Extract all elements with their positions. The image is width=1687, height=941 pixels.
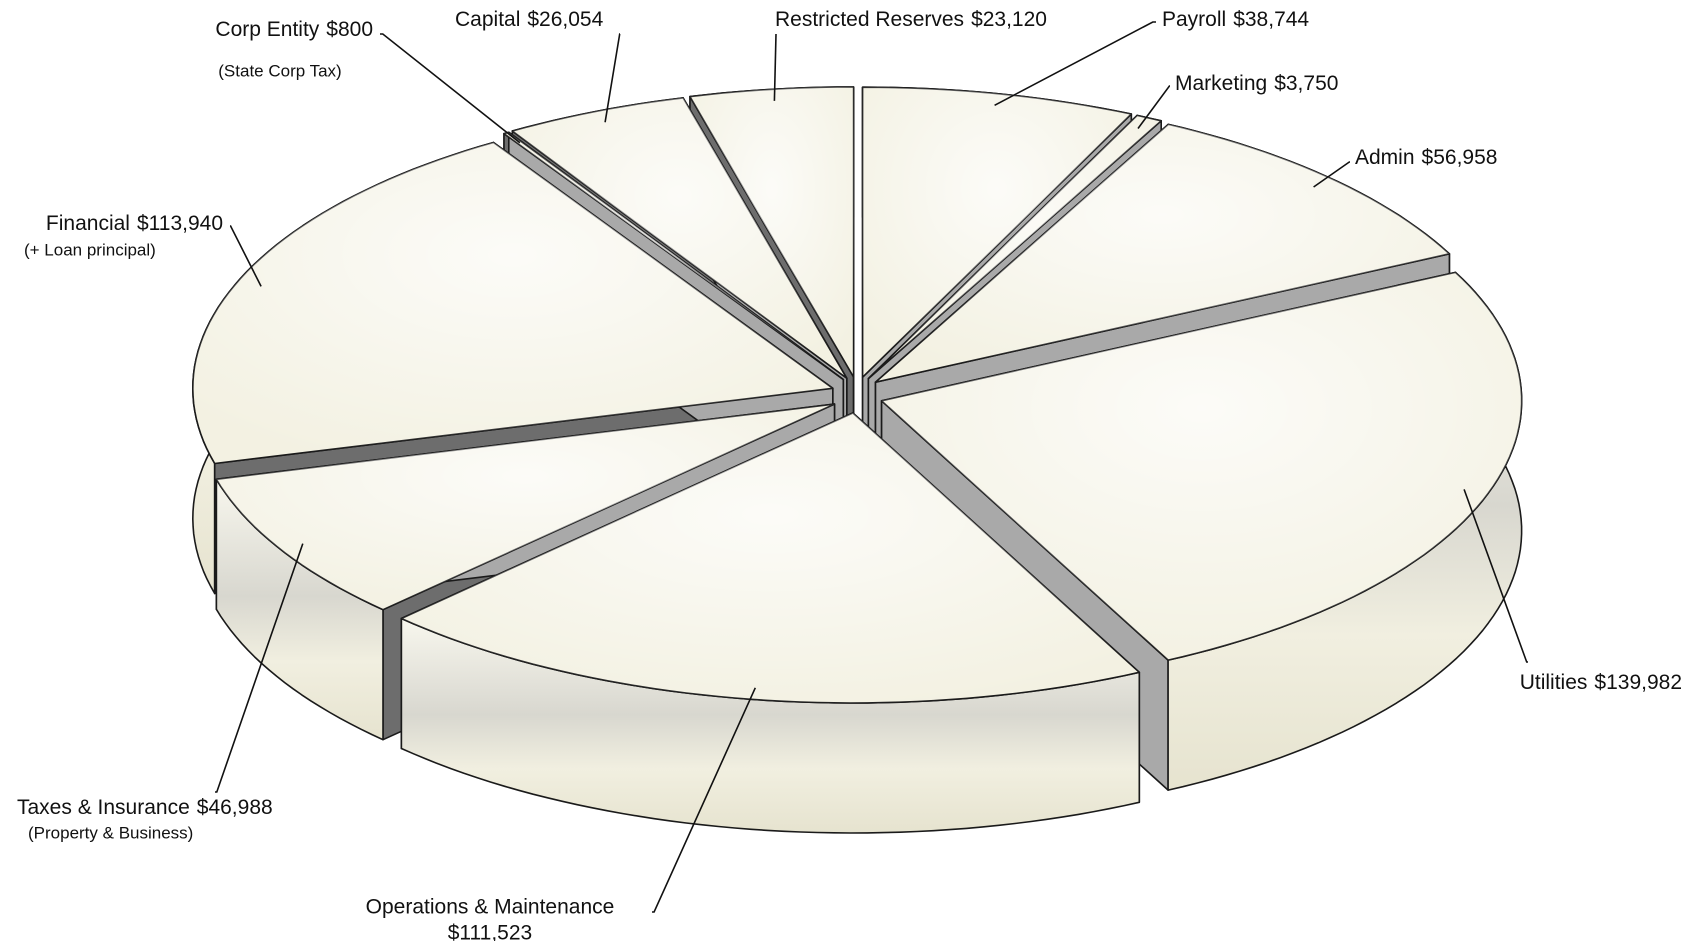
value-label: $23,120 bbox=[971, 8, 1047, 31]
category-label: Operations & Maintenance bbox=[366, 896, 615, 919]
pie bbox=[193, 87, 1522, 833]
chart: Payroll $38,744 Marketing $3,750 Admin $56,95… bbox=[0, 0, 1687, 941]
leader-line bbox=[995, 22, 1156, 105]
note-label: (Property & Business) bbox=[28, 823, 193, 842]
note-label: (+ Loan principal) bbox=[24, 240, 156, 259]
value-label: $800 bbox=[326, 18, 373, 41]
slice-label: Marketing $3,750 bbox=[1175, 72, 1338, 95]
category-label: Restricted Reserves bbox=[775, 8, 964, 31]
value-label: $38,744 bbox=[1233, 8, 1309, 31]
slice-label: Corp Entity $800 bbox=[215, 18, 373, 41]
value-label: $26,054 bbox=[527, 8, 603, 31]
category-label: Taxes & Insurance bbox=[17, 796, 190, 819]
slice-label: Capital $26,054 bbox=[455, 8, 604, 31]
category-label: Corp Entity bbox=[215, 18, 319, 41]
category-label: Payroll bbox=[1162, 8, 1226, 31]
category-label: Capital bbox=[455, 8, 520, 31]
category-label: Financial bbox=[46, 212, 130, 235]
slice-label: Taxes & Insurance $46,988 bbox=[17, 796, 273, 819]
slice-label: Payroll $38,744 bbox=[1162, 8, 1309, 31]
category-label: Marketing bbox=[1175, 72, 1267, 95]
category-label: Utilities bbox=[1520, 671, 1588, 694]
value-label: $3,750 bbox=[1274, 72, 1338, 95]
slice-label: Restricted Reserves $23,120 bbox=[775, 8, 1047, 31]
value-label: $46,988 bbox=[197, 796, 273, 819]
note-label: (State Corp Tax) bbox=[218, 61, 341, 80]
value-label: $56,958 bbox=[1422, 146, 1498, 169]
value-label: $111,523 bbox=[448, 922, 532, 941]
slice-label: Utilities $139,982 bbox=[1520, 671, 1682, 694]
leader-line bbox=[380, 34, 520, 143]
value-label: $139,982 bbox=[1594, 671, 1682, 694]
slice-label: Admin $56,958 bbox=[1355, 146, 1497, 169]
value-label: $113,940 bbox=[137, 212, 223, 235]
category-label: Admin bbox=[1355, 146, 1415, 169]
slice-label: Financial $113,940 bbox=[46, 212, 223, 235]
